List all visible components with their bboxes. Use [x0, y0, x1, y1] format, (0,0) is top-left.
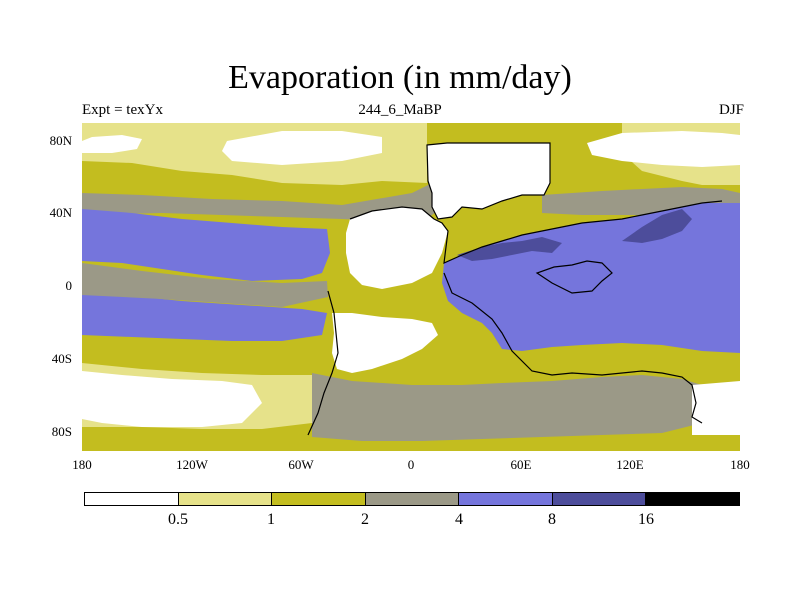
- map-plot-area: [82, 123, 740, 451]
- coastline-south-continent: [307, 290, 339, 436]
- lon-tick-120w: 120W: [176, 457, 208, 472]
- region-gray-south: [312, 373, 702, 441]
- lon-tick-60e: 60E: [510, 457, 532, 472]
- time-label: 244_6_MaBP: [358, 102, 442, 118]
- coastline-east-continent: [443, 272, 703, 424]
- region-white-north-east: [587, 131, 740, 167]
- coastline-north-continent: [426, 142, 551, 220]
- colorbar-box-1: [178, 493, 273, 505]
- experiment-label: Expt = texYx: [82, 102, 163, 118]
- region-dark-blue-central: [457, 237, 562, 261]
- lat-tick-40n: 40N: [49, 205, 72, 220]
- chart-title: Evaporation (in mm/day): [228, 59, 572, 96]
- region-white-north-west: [82, 135, 142, 153]
- colorbar-box-4: [459, 493, 553, 505]
- lat-tick-80n: 80N: [49, 133, 72, 148]
- season-label: DJF: [718, 102, 744, 118]
- region-dark-blue-east: [622, 209, 692, 243]
- region-white-south-west: [82, 371, 262, 427]
- region-gray-north: [82, 183, 447, 223]
- region-white-continent-south: [332, 313, 438, 373]
- coastline-inner-sea: [535, 260, 613, 294]
- lon-tick-120e: 120E: [616, 457, 644, 472]
- lat-tick-80s: 80S: [51, 424, 72, 439]
- region-white-north-west-2: [222, 131, 382, 165]
- region-white-continent-mid: [346, 207, 448, 289]
- evaporation-map: [82, 123, 740, 451]
- lat-tick-40s: 40S: [51, 351, 72, 366]
- lon-tick-180w: 180: [72, 457, 92, 472]
- region-white-south-east: [692, 381, 740, 435]
- colorbar-box-0: [85, 493, 179, 505]
- colorbar-label-1: 1: [267, 511, 275, 528]
- region-blue-east: [442, 203, 740, 353]
- colorbar-box-6: [646, 493, 740, 505]
- colorbar-label-3: 4: [455, 511, 463, 528]
- region-gray-west-mid: [82, 263, 328, 307]
- colorbar-label-4: 8: [548, 511, 556, 528]
- lon-tick-60w: 60W: [288, 457, 314, 472]
- colorbar-box-5: [552, 493, 647, 505]
- coastline-central-continent: [349, 200, 723, 264]
- colorbar-box-2: [272, 493, 366, 505]
- lon-tick-180e: 180: [730, 457, 750, 472]
- region-blue-west: [82, 209, 330, 281]
- lon-tick-0: 0: [407, 457, 415, 472]
- colorbar-label-5: 16: [638, 511, 654, 528]
- colorbar-box-3: [365, 493, 460, 505]
- lat-tick-0: 0: [65, 278, 73, 293]
- region-white-continent-north: [427, 143, 550, 219]
- colorbar-label-2: 2: [361, 511, 369, 528]
- colorbar: [84, 492, 740, 506]
- colorbar-label-0: 0.5: [168, 511, 188, 528]
- region-blue-west-south: [82, 295, 327, 341]
